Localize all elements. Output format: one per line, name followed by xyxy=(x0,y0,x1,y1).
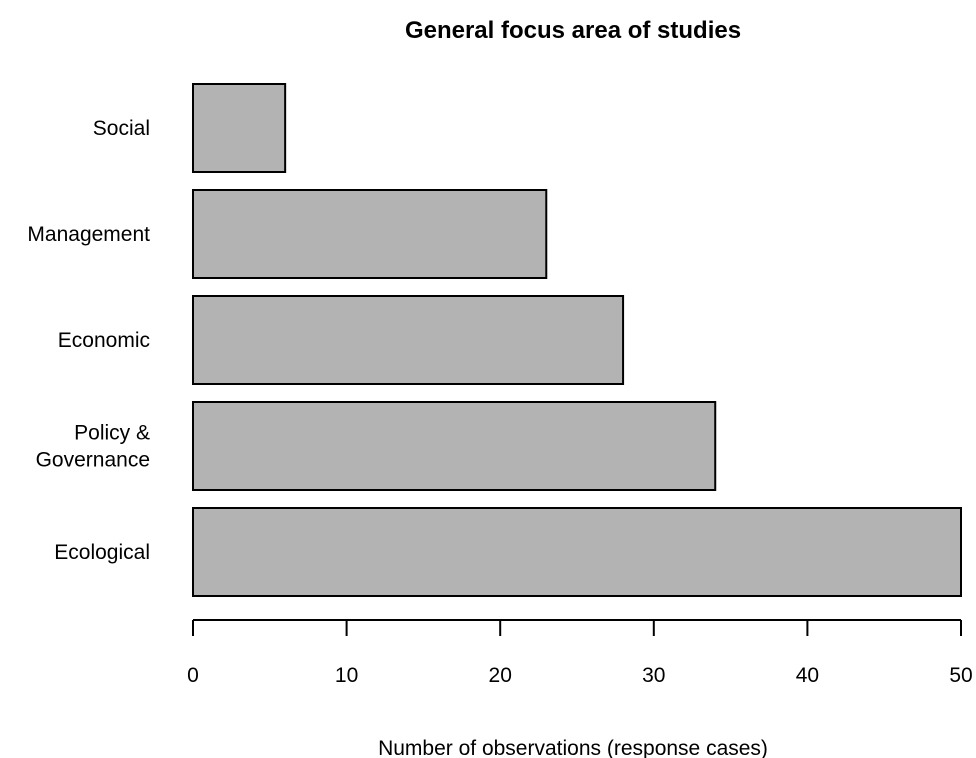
bar-0 xyxy=(192,83,287,173)
category-label-0: Social xyxy=(93,117,150,140)
x-axis: 0 10 20 30 40 50 xyxy=(187,619,973,687)
category-label-3: Policy & Governance xyxy=(36,422,150,472)
x-tick-label-4: 40 xyxy=(796,664,819,687)
x-tick-label-3: 30 xyxy=(642,664,665,687)
x-tick-label-0: 0 xyxy=(187,664,199,687)
category-labels: Social Management Economic Policy & Governan… xyxy=(27,117,150,564)
x-tick-label-1: 10 xyxy=(335,664,358,687)
bar-3 xyxy=(192,401,717,491)
bar-2 xyxy=(192,295,625,385)
category-label-1: Management xyxy=(27,223,150,246)
bar-4 xyxy=(192,507,962,597)
category-label-2: Economic xyxy=(58,329,150,352)
category-label-4: Ecological xyxy=(54,541,150,564)
bar-1 xyxy=(192,189,548,279)
bars-group xyxy=(192,83,962,597)
x-axis-label: Number of observations (response cases) xyxy=(378,737,768,758)
chart-title: General focus area of studies xyxy=(405,17,741,44)
x-tick-label-2: 20 xyxy=(489,664,512,687)
x-tick-label-5: 50 xyxy=(949,664,972,687)
